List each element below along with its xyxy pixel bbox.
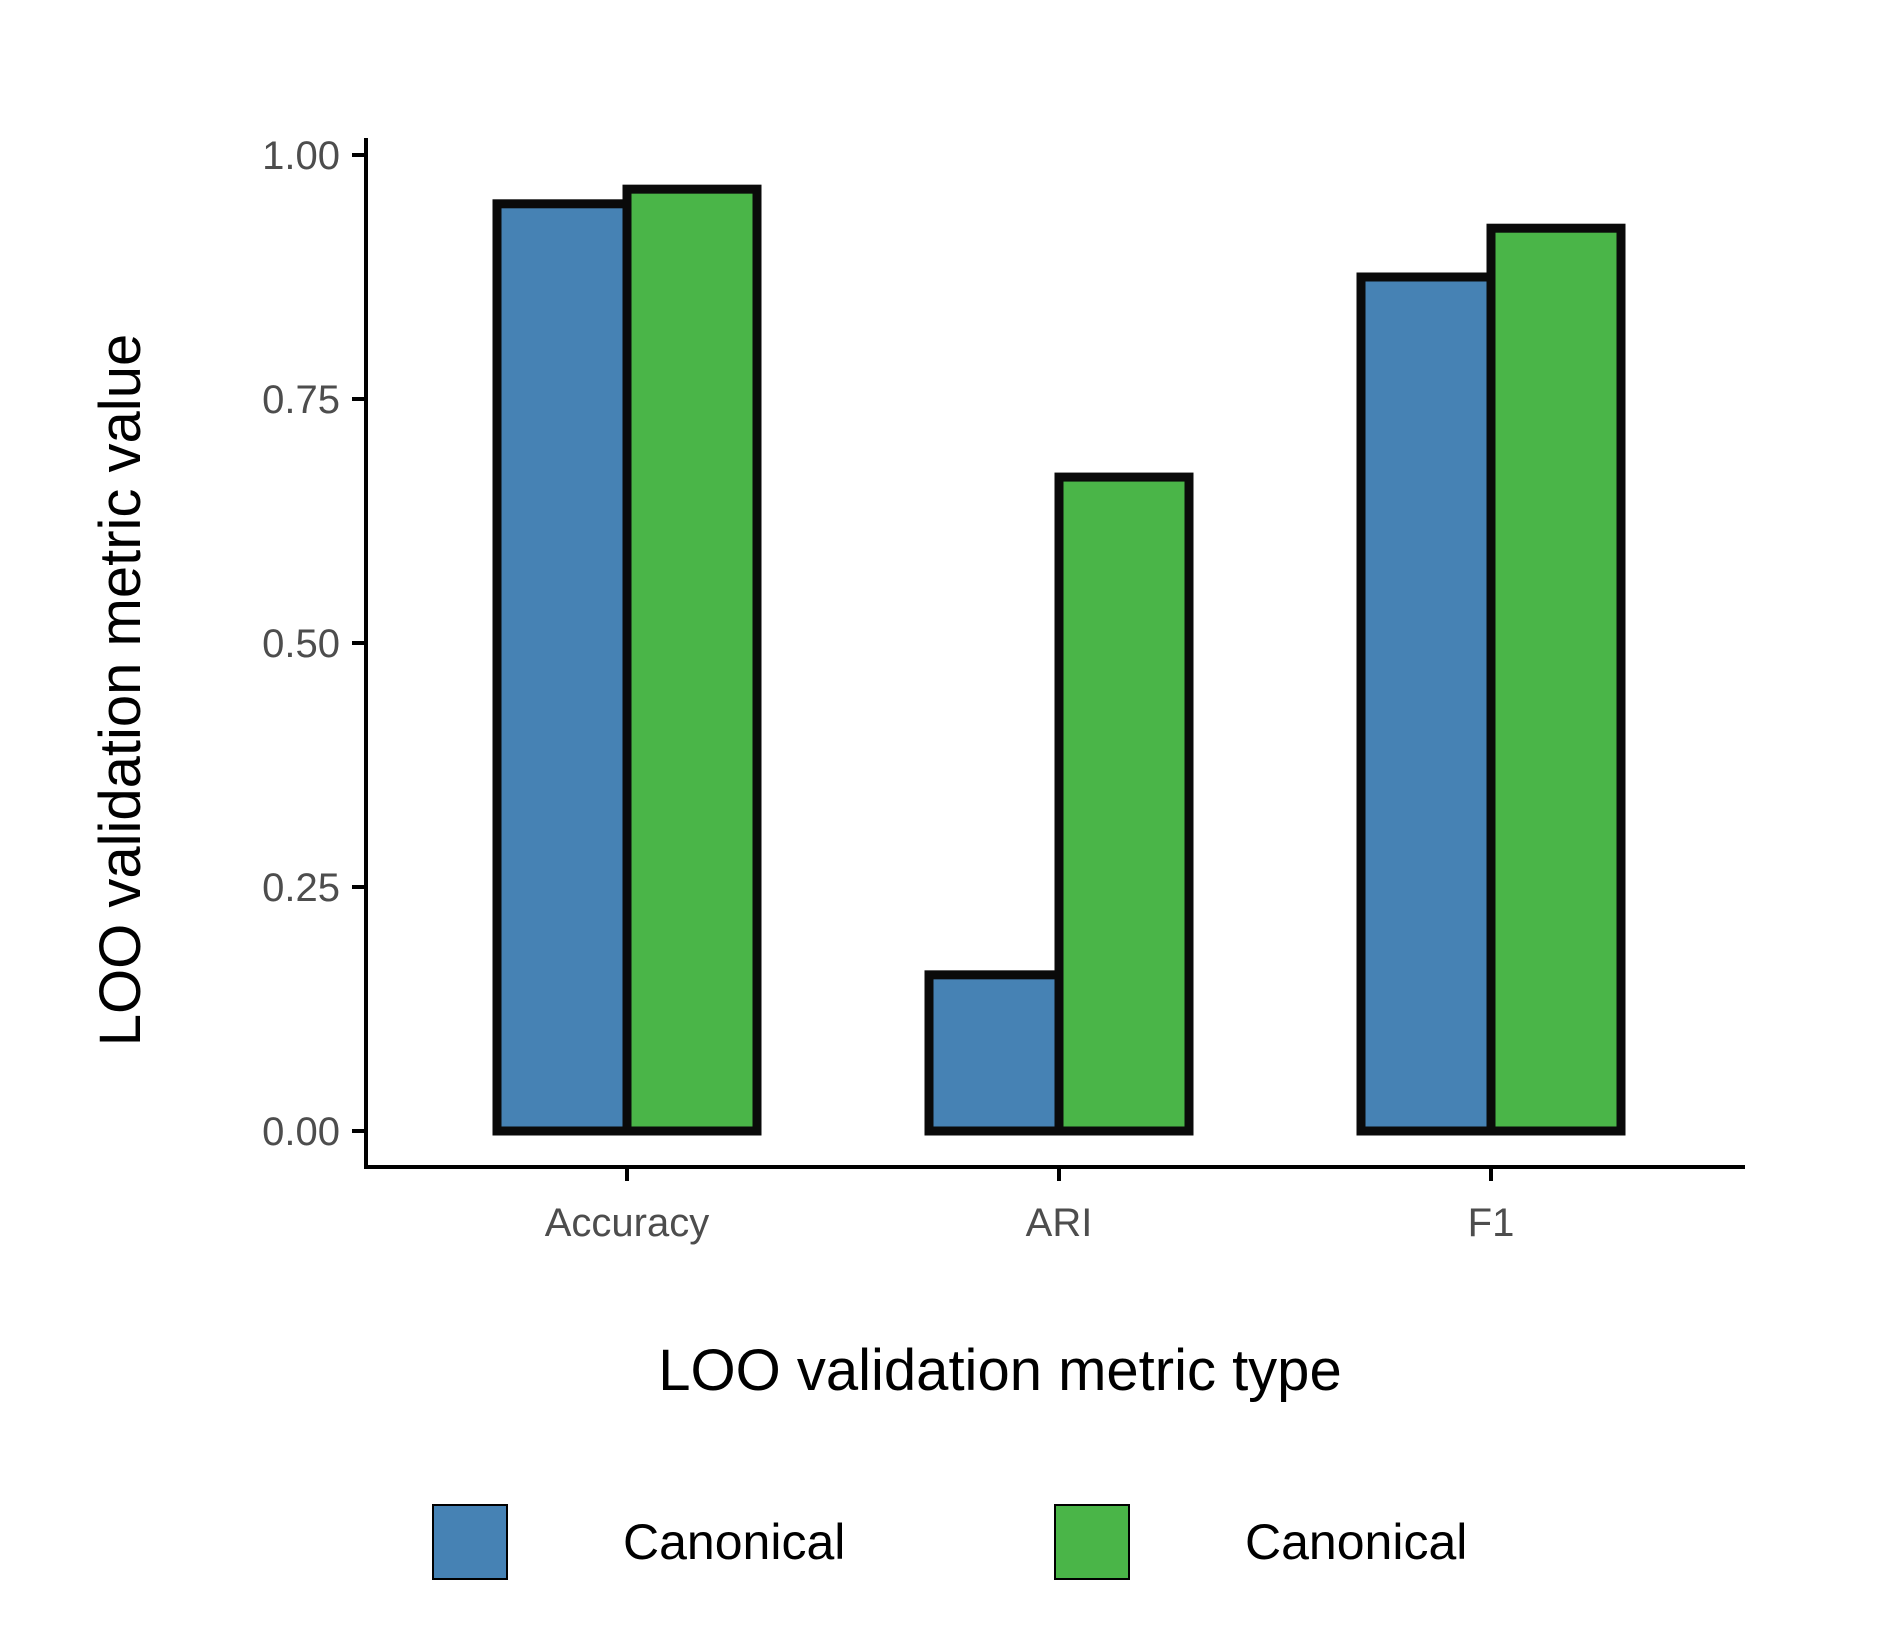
y-tick-label: 0.75 [262,378,340,422]
bar-f1-series-1 [1356,272,1496,1136]
legend: Canonical Canonical [432,1504,1467,1580]
legend-label-series-2: Canonical [1245,1514,1467,1570]
y-ticks-layer: 0.00 0.25 0.50 0.75 1.00 [262,134,366,1154]
bars-layer [492,184,1626,1136]
bar-ari-series-2 [1054,472,1194,1136]
y-axis-title: LOO validation metric value [88,334,153,1046]
legend-label-series-1: Canonical [623,1514,845,1570]
legend-swatch-series-2 [1054,1504,1130,1580]
x-tick-label-f1: F1 [1468,1201,1515,1245]
y-tick-label: 0.25 [262,866,340,910]
x-tick-label-accuracy: Accuracy [545,1201,710,1245]
bar-accuracy-series-1 [492,199,632,1136]
legend-swatch-series-1 [432,1504,508,1580]
bar-f1-series-2 [1486,223,1626,1136]
bar-accuracy-series-2 [622,184,762,1136]
y-tick-label: 0.50 [262,622,340,666]
bar-ari-series-1 [924,970,1064,1136]
x-tick-label-ari: ARI [1026,1201,1093,1245]
y-tick-label: 1.00 [262,134,340,178]
x-ticks-layer: Accuracy ARI F1 [545,1167,1515,1245]
y-tick-label: 0.00 [262,1110,340,1154]
x-axis-title: LOO validation metric type [658,1338,1341,1403]
axes-layer [364,138,1745,1169]
